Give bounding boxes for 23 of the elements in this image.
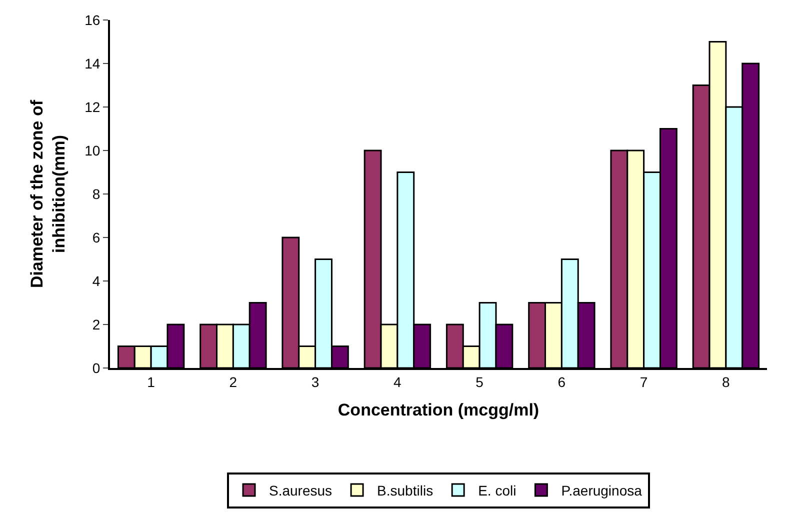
x-tick-label: 6 bbox=[558, 374, 566, 390]
x-axis-title: Concentration (mcgg/ml) bbox=[338, 400, 540, 420]
y-tick-label: 10 bbox=[84, 142, 100, 158]
x-tick-label: 3 bbox=[311, 374, 320, 390]
x-tick-label: 7 bbox=[640, 374, 648, 390]
y-tick-label: 2 bbox=[92, 316, 100, 332]
y-tick-label: 12 bbox=[84, 98, 100, 115]
y-tick-label: 6 bbox=[92, 229, 100, 246]
legend-label: B.subtilis bbox=[377, 482, 434, 498]
y-tick-label: 4 bbox=[92, 272, 100, 289]
y-tick-label: 0 bbox=[92, 360, 100, 376]
legend-label: E. coli bbox=[478, 482, 516, 498]
y-tick-label: 8 bbox=[92, 186, 100, 202]
y-axis-title: Diameter of the zone of inhibition(mm) bbox=[28, 100, 69, 288]
x-tick-label: 1 bbox=[147, 374, 156, 390]
x-tick-label: 5 bbox=[476, 374, 484, 390]
x-tick-label: 4 bbox=[394, 374, 402, 390]
x-tick-label: 8 bbox=[722, 374, 730, 390]
legend-label: P.aeruginosa bbox=[561, 482, 642, 498]
y-tick-label: 14 bbox=[84, 55, 100, 72]
x-tick-label: 2 bbox=[229, 374, 238, 390]
legend-label: S.auresus bbox=[269, 482, 332, 498]
y-tick-label: 16 bbox=[84, 12, 100, 28]
